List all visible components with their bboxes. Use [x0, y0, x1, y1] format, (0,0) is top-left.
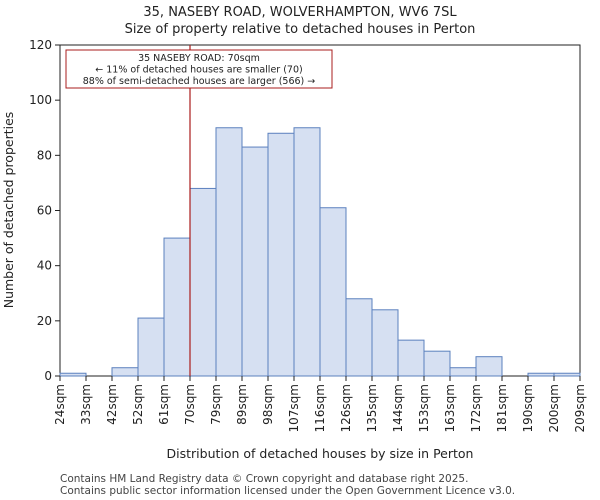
- bar-190sqm: [527, 372, 555, 377]
- bar-172sqm: [475, 356, 503, 377]
- x-tick-label-190sqm: 190sqm: [521, 384, 535, 432]
- plot-area: 0 20 40 60 80 100 120 24sqm 33sqm 42sqm 52sqm 61sqm…: [29, 38, 587, 432]
- bar-70sqm: [189, 187, 217, 377]
- x-tick-label-126sqm: 126sqm: [339, 384, 353, 432]
- x-tick-label-116sqm: 116sqm: [313, 384, 327, 432]
- bar-144sqm: [397, 339, 425, 377]
- annotation-box: [65, 49, 333, 89]
- x-tick-label-61sqm: 61sqm: [157, 384, 171, 425]
- chart-subtitle: Size of property relative to detached ho…: [125, 22, 476, 37]
- bar-52sqm: [137, 317, 165, 377]
- bar-116sqm: [319, 207, 347, 377]
- bar-200sqm: [553, 372, 581, 377]
- x-tick-label-42sqm: 42sqm: [105, 384, 119, 425]
- bar-89sqm: [241, 146, 269, 377]
- bar-153sqm: [423, 350, 451, 377]
- x-tick-label-163sqm: 163sqm: [443, 384, 457, 432]
- bar-61sqm: [163, 237, 191, 377]
- bar-42sqm: [111, 367, 139, 377]
- annotation-line-2: ← 11% of detached houses are smaller (70…: [95, 65, 302, 76]
- x-tick-label-52sqm: 52sqm: [131, 384, 145, 425]
- x-tick-label-98sqm: 98sqm: [261, 384, 275, 425]
- bar-163sqm: [449, 367, 477, 377]
- bar-135sqm: [371, 309, 399, 377]
- x-tick-label-89sqm: 89sqm: [235, 384, 249, 425]
- x-tick-label-200sqm: 200sqm: [547, 384, 561, 432]
- annotation-line-3: 88% of semi-detached houses are larger (…: [83, 76, 316, 87]
- annotation-line-1: 35 NASEBY ROAD: 70sqm: [138, 53, 260, 64]
- y-tick-label-20: 20: [37, 314, 52, 328]
- x-tick-label-172sqm: 172sqm: [469, 384, 483, 432]
- bar-24sqm: [59, 372, 87, 377]
- x-tick-label-153sqm: 153sqm: [417, 384, 431, 432]
- x-tick-label-144sqm: 144sqm: [391, 384, 405, 432]
- y-tick-label-100: 100: [29, 93, 52, 107]
- x-tick-label-107sqm: 107sqm: [287, 384, 301, 432]
- y-tick-label-40: 40: [37, 259, 52, 273]
- x-tick-label-79sqm: 79sqm: [209, 384, 223, 425]
- x-tick-label-24sqm: 24sqm: [53, 384, 67, 425]
- y-axis-label: Number of detached properties: [1, 112, 16, 309]
- bar-107sqm: [293, 127, 321, 377]
- x-tick-label-209sqm: 209sqm: [573, 384, 587, 432]
- bar-79sqm: [215, 127, 243, 377]
- footer-line-2: Contains public sector information licen…: [60, 485, 515, 497]
- y-tick-label-0: 0: [44, 369, 52, 383]
- x-tick-label-70sqm: 70sqm: [183, 384, 197, 425]
- chart-title: 35, NASEBY ROAD, WOLVERHAMPTON, WV6 7SL: [143, 5, 457, 20]
- x-axis-label: Distribution of detached houses by size …: [167, 446, 474, 461]
- y-tick-label-120: 120: [29, 38, 52, 52]
- bar-126sqm: [345, 298, 373, 377]
- x-tick-label-33sqm: 33sqm: [79, 384, 93, 425]
- x-tick-label-181sqm: 181sqm: [495, 384, 509, 432]
- x-tick-label-135sqm: 135sqm: [365, 384, 379, 432]
- bar-98sqm: [267, 132, 295, 377]
- y-tick-label-60: 60: [37, 204, 52, 218]
- y-tick-label-80: 80: [37, 148, 52, 162]
- footer-line-1: Contains HM Land Registry data © Crown c…: [60, 473, 468, 485]
